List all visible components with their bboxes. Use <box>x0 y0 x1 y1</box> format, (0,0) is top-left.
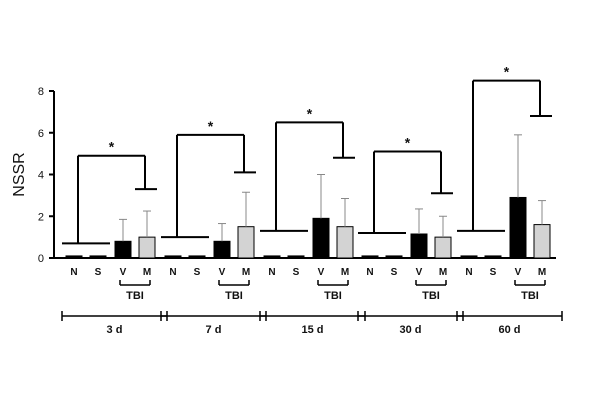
category-label: V <box>120 267 127 278</box>
tbi-label: TBI <box>422 290 440 302</box>
y-tick-label: 2 <box>38 211 44 223</box>
bar-M-60d <box>533 224 551 259</box>
category-label: M <box>439 267 447 278</box>
significance-layer: * * * * * <box>62 64 552 245</box>
significance-star: * <box>307 105 313 121</box>
timepoint-label: 60 d <box>498 324 520 336</box>
bar-V-7d <box>213 240 231 259</box>
timepoint-label: 7 d <box>206 324 222 336</box>
bar-S-15d <box>287 255 305 259</box>
category-label: N <box>70 267 77 278</box>
bar-N-15d <box>263 255 281 259</box>
bar-S-30d <box>385 255 403 259</box>
bar-N-30d <box>361 255 379 259</box>
bar-S-60d <box>484 255 502 259</box>
timepoint-label: 3 d <box>107 324 123 336</box>
bar-M-7d <box>237 226 255 259</box>
y-axis-label: NSSR <box>11 152 28 196</box>
category-label: V <box>318 267 325 278</box>
bar-N-3d <box>65 255 83 259</box>
timepoint-label: 30 d <box>399 324 421 336</box>
axes-layer: 0 2 4 6 8 NSSR <box>11 86 556 265</box>
bar-N-60d <box>460 255 478 259</box>
y-tick-label: 6 <box>38 128 44 140</box>
category-label: V <box>219 267 226 278</box>
labels-layer: N S V M TBI N S V M TBI N S V M TBI N S V M TBI N S V M TBI <box>70 267 546 302</box>
bar-M-30d <box>434 236 452 259</box>
group-brackets-layer: 3 d 7 d 15 d 30 d 60 d <box>61 311 563 336</box>
bar-M-3d <box>138 236 156 259</box>
category-label: M <box>242 267 250 278</box>
category-label: M <box>341 267 349 278</box>
y-tick-label: 8 <box>38 86 44 98</box>
category-label: N <box>268 267 275 278</box>
bar-S-7d <box>188 255 206 259</box>
y-tick-label: 4 <box>38 170 44 182</box>
significance-star: * <box>109 139 115 155</box>
category-label: N <box>366 267 373 278</box>
category-label: S <box>490 267 497 278</box>
category-label: N <box>169 267 176 278</box>
tbi-label: TBI <box>126 290 144 302</box>
bar-V-3d <box>114 240 132 259</box>
y-tick-label: 0 <box>38 253 44 265</box>
timepoint-label: 15 d <box>301 324 323 336</box>
significance-star: * <box>405 135 411 151</box>
bar-V-60d <box>509 196 527 259</box>
significance-star: * <box>208 118 214 134</box>
category-label: S <box>293 267 300 278</box>
tbi-label: TBI <box>521 290 539 302</box>
significance-star: * <box>504 64 510 80</box>
bar-M-15d <box>336 226 354 259</box>
bar-N-7d <box>164 255 182 259</box>
bar-V-30d <box>410 233 428 259</box>
bar-V-15d <box>312 217 330 259</box>
category-label: V <box>515 267 522 278</box>
tbi-label: TBI <box>225 290 243 302</box>
bar-S-3d <box>89 255 107 259</box>
category-label: N <box>465 267 472 278</box>
category-label: S <box>194 267 201 278</box>
category-label: M <box>538 267 546 278</box>
tbi-label: TBI <box>324 290 342 302</box>
category-label: S <box>95 267 102 278</box>
category-label: S <box>391 267 398 278</box>
category-label: M <box>143 267 151 278</box>
category-label: V <box>416 267 423 278</box>
bars-layer <box>65 134 551 259</box>
